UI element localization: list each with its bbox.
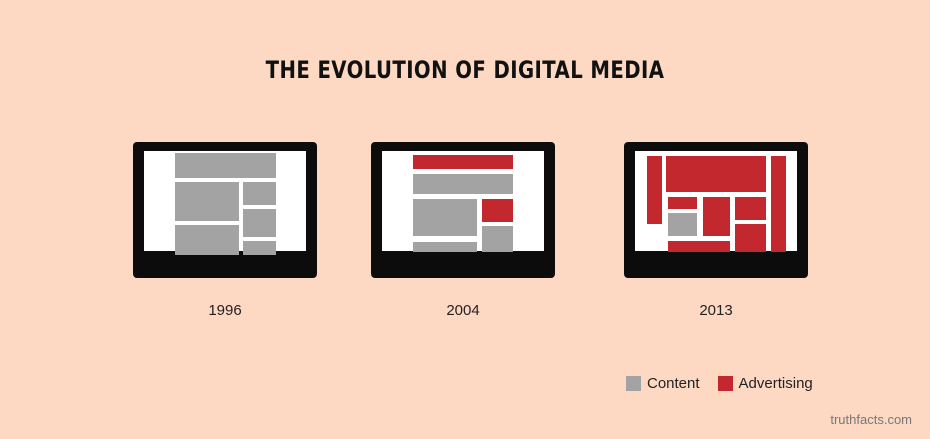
page-title: THE EVOLUTION OF DIGITAL MEDIA xyxy=(265,56,665,84)
legend-advertising-label: Advertising xyxy=(738,375,813,392)
screen-1996 xyxy=(144,151,306,255)
advertising-block xyxy=(771,156,786,252)
year-label-2013: 2013 xyxy=(699,302,733,319)
monitor-1996 xyxy=(133,142,317,278)
content-block xyxy=(243,241,276,255)
advertising-block xyxy=(668,241,730,252)
content-block xyxy=(482,226,513,252)
monitor-2013 xyxy=(624,142,808,278)
advertising-block xyxy=(482,199,513,222)
advertising-block xyxy=(668,197,697,209)
content-block xyxy=(175,153,276,178)
content-swatch xyxy=(626,376,641,391)
content-block xyxy=(413,199,477,236)
content-block xyxy=(668,213,697,236)
advertising-block xyxy=(703,197,730,236)
advertising-block xyxy=(735,224,766,252)
content-block xyxy=(413,174,513,194)
year-label-2004: 2004 xyxy=(446,302,480,319)
site-credit: truthfacts.com xyxy=(830,412,912,427)
advertising-block xyxy=(666,156,766,192)
legend-content-label: Content xyxy=(647,375,700,392)
content-block xyxy=(413,242,477,252)
year-label-1996: 1996 xyxy=(208,302,242,319)
content-block xyxy=(175,225,239,255)
advertising-block xyxy=(735,197,766,220)
advertising-swatch xyxy=(717,376,733,391)
content-block xyxy=(243,209,276,237)
content-block xyxy=(175,182,239,221)
monitor-2004 xyxy=(371,142,555,278)
screen-2004 xyxy=(382,151,544,252)
content-block xyxy=(243,182,276,205)
legend-item-advertising: Advertising xyxy=(717,375,813,392)
advertising-block xyxy=(647,156,662,224)
legend: Content Advertising xyxy=(626,375,831,392)
screen-2013 xyxy=(635,151,797,252)
legend-item-content: Content xyxy=(626,375,700,392)
advertising-block xyxy=(413,155,513,169)
